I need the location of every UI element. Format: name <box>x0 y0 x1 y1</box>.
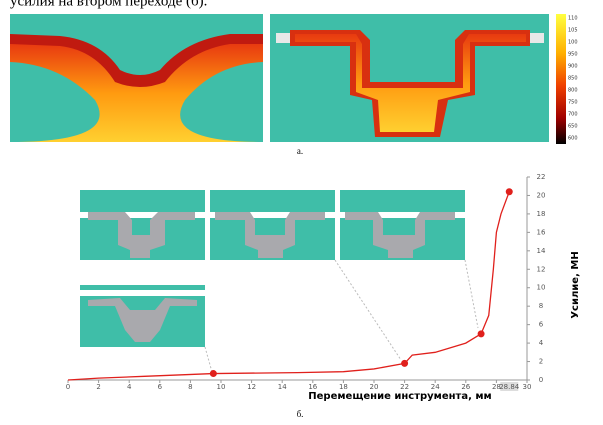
caption-b: б. <box>297 409 304 419</box>
x-tick-label: 10 <box>217 383 226 391</box>
highlight-point <box>506 188 513 195</box>
y-tick-label: 2 <box>539 358 543 366</box>
x-tick-label: 6 <box>158 383 163 391</box>
inset-diagrams <box>80 190 478 372</box>
x-tick-label: 30 <box>523 383 532 391</box>
x-tick-label: 2 <box>96 383 100 391</box>
colorbar-label: 700 <box>568 112 578 118</box>
y-tick-label: 12 <box>537 265 546 273</box>
y-tick-label: 14 <box>537 247 546 255</box>
x-marker-label: 28.84 <box>499 383 520 391</box>
page: усилия на втором переходе (б). а. б. П <box>0 0 603 425</box>
y-axis-label: Усилие, МН <box>570 251 581 318</box>
y-tick-label: 18 <box>537 210 546 218</box>
caption-a: а. <box>297 146 303 156</box>
x-tick-label: 12 <box>247 383 256 391</box>
x-tick-label: 0 <box>66 383 70 391</box>
y-tick-label: 20 <box>537 191 546 199</box>
x-axis-label: Перемещение инструмента, мм <box>308 391 491 402</box>
colorbar-label: 110 <box>568 16 578 22</box>
highlight-point <box>210 370 217 377</box>
caption-top: усилия на втором переходе (б). <box>10 0 207 9</box>
colorbar <box>556 14 566 144</box>
highlight-point <box>401 360 408 367</box>
x-tick-label: 22 <box>400 383 409 391</box>
y-tick-label: 6 <box>539 321 544 329</box>
colorbar-label: 750 <box>568 100 578 106</box>
x-tick-label: 18 <box>339 383 348 391</box>
colorbar-label: 900 <box>568 64 578 70</box>
y-tick-label: 22 <box>537 173 546 181</box>
colorbar-label: 600 <box>568 136 578 142</box>
x-tick-label: 4 <box>127 383 132 391</box>
colorbar-label: 800 <box>568 88 578 94</box>
heatmap-left <box>10 14 263 142</box>
x-tick-label: 14 <box>278 383 287 391</box>
y-tick-label: 8 <box>539 302 543 310</box>
colorbar-label: 950 <box>568 52 578 58</box>
colorbar-label: 650 <box>568 124 578 130</box>
x-tick-label: 8 <box>188 383 192 391</box>
x-tick-label: 26 <box>461 383 470 391</box>
x-tick-label: 16 <box>308 383 317 391</box>
figure: усилия на втором переходе (б). а. б. П <box>0 0 603 425</box>
y-tick-label: 4 <box>539 339 544 347</box>
colorbar-label: 850 <box>568 76 578 82</box>
colorbar-label: 105 <box>568 28 578 34</box>
heatmap-right <box>270 14 549 142</box>
x-tick-label: 20 <box>370 383 379 391</box>
x-tick-label: 24 <box>431 383 440 391</box>
y-tick-label: 10 <box>537 284 546 292</box>
colorbar-label: 100 <box>568 40 578 46</box>
y-tick-label: 0 <box>539 376 543 384</box>
y-tick-label: 16 <box>537 228 546 236</box>
highlight-point <box>478 330 485 337</box>
